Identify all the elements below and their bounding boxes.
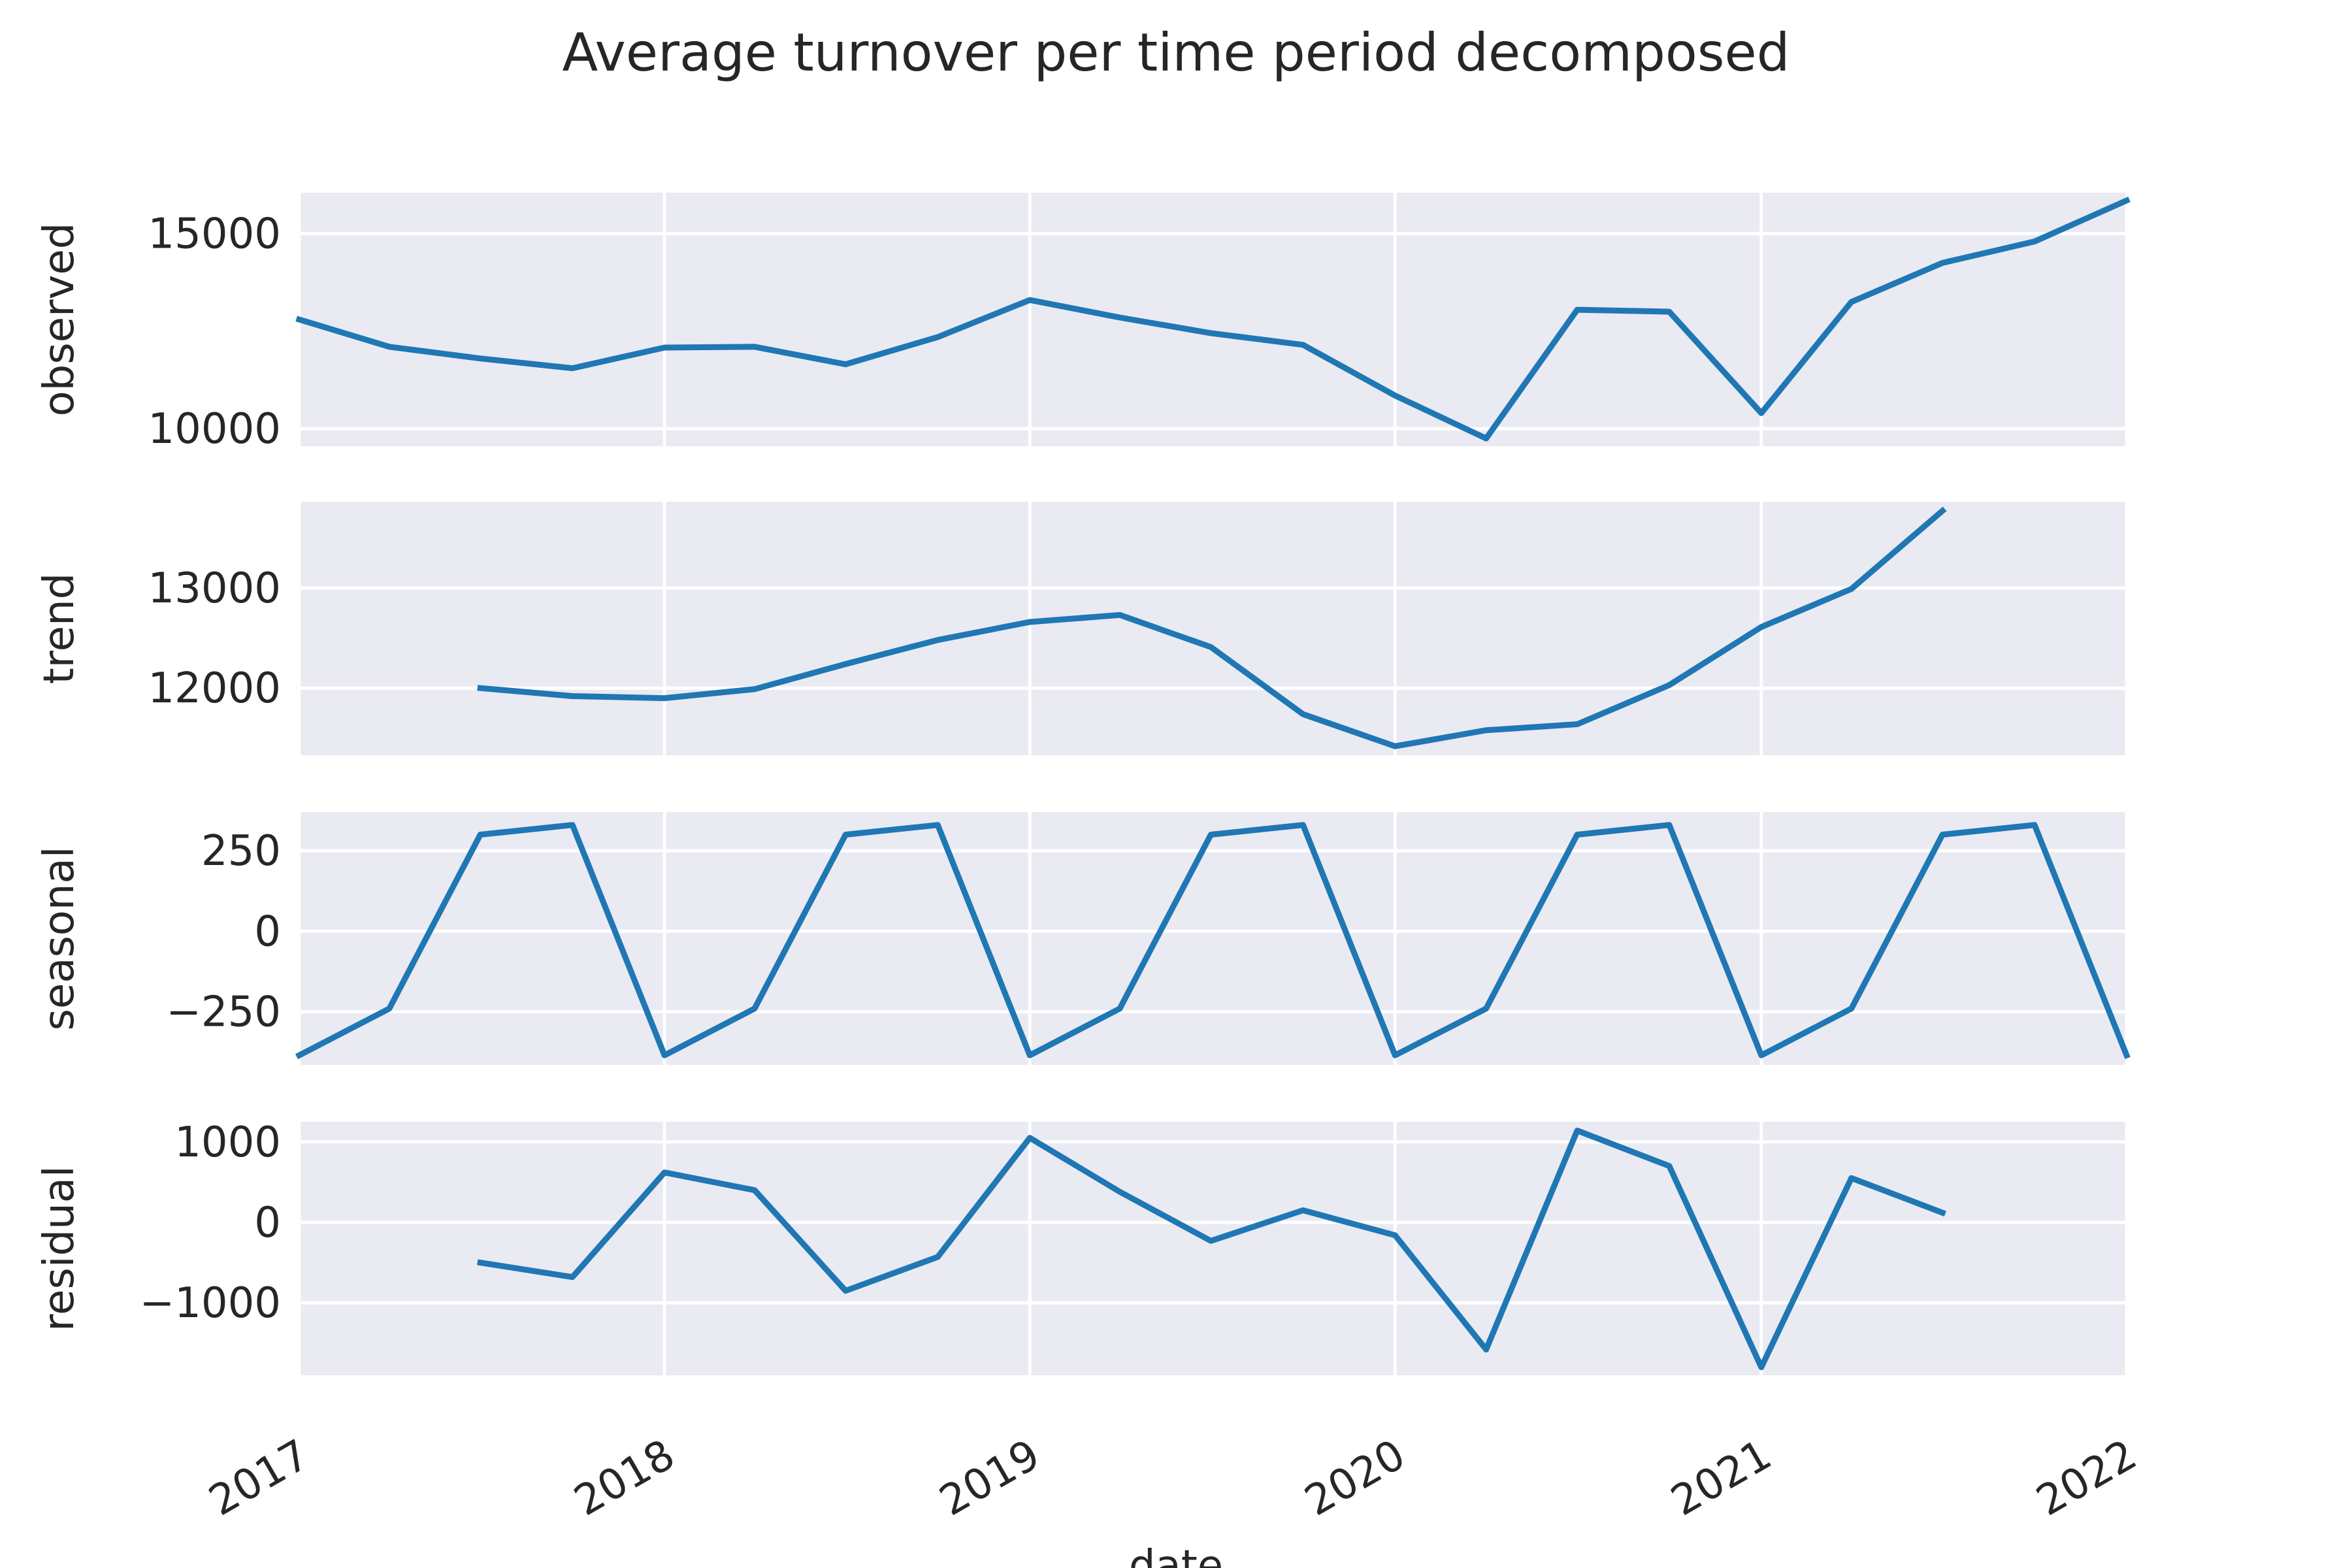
panel-observed: 10000 15000 observed <box>35 193 2131 453</box>
x-tick-label-2017: 2017 <box>201 1431 318 1526</box>
series-line-residual <box>477 1128 1947 1371</box>
y-tick-label: 15000 <box>148 210 281 259</box>
x-tick-label-2020: 2020 <box>1297 1431 1413 1526</box>
series-line-trend <box>477 506 1947 749</box>
y-axis-label-observed: observed <box>35 223 84 417</box>
y-tick-label: 0 <box>254 1199 281 1247</box>
y-tick-label: 12000 <box>148 664 281 713</box>
y-tick-label: 13000 <box>148 564 281 613</box>
panel-seasonal: −250 0 250 seasonal <box>35 812 2131 1065</box>
y-axis-label-seasonal: seasonal <box>35 847 84 1031</box>
panel-background <box>299 193 2127 446</box>
y-tick-label: 250 <box>201 827 281 875</box>
x-tick-label-2019: 2019 <box>932 1431 1048 1526</box>
x-tick-label-2021: 2021 <box>1663 1431 1780 1526</box>
y-tick-label: 0 <box>254 907 281 956</box>
x-tick-label-2022: 2022 <box>2029 1431 2145 1526</box>
x-tick-label-2018: 2018 <box>566 1431 683 1526</box>
y-tick-label: −250 <box>166 988 281 1037</box>
y-axis-label-trend: trend <box>35 573 84 685</box>
y-tick-label: 10000 <box>148 405 281 453</box>
panel-residual: −1000 0 1000 residual <box>35 1119 2129 1375</box>
x-axis-label: date <box>1129 1542 1223 1568</box>
series-line-observed <box>295 196 2131 442</box>
panel-background <box>299 502 2127 755</box>
y-tick-label: −1000 <box>140 1279 282 1328</box>
y-axis-label-residual: residual <box>35 1166 84 1331</box>
panel-trend: 12000 13000 trend <box>35 502 2129 755</box>
panel-background <box>299 1122 2127 1375</box>
x-axis: 2017 2018 2019 2020 2021 2022 <box>201 1431 2145 1526</box>
panels: 1000015000observed1200013000trend−250025… <box>35 193 2131 1375</box>
series-line-seasonal <box>295 822 2131 1060</box>
chart-title: Average turnover per time period decompo… <box>562 22 1789 83</box>
y-tick-label: 1000 <box>174 1119 281 1167</box>
